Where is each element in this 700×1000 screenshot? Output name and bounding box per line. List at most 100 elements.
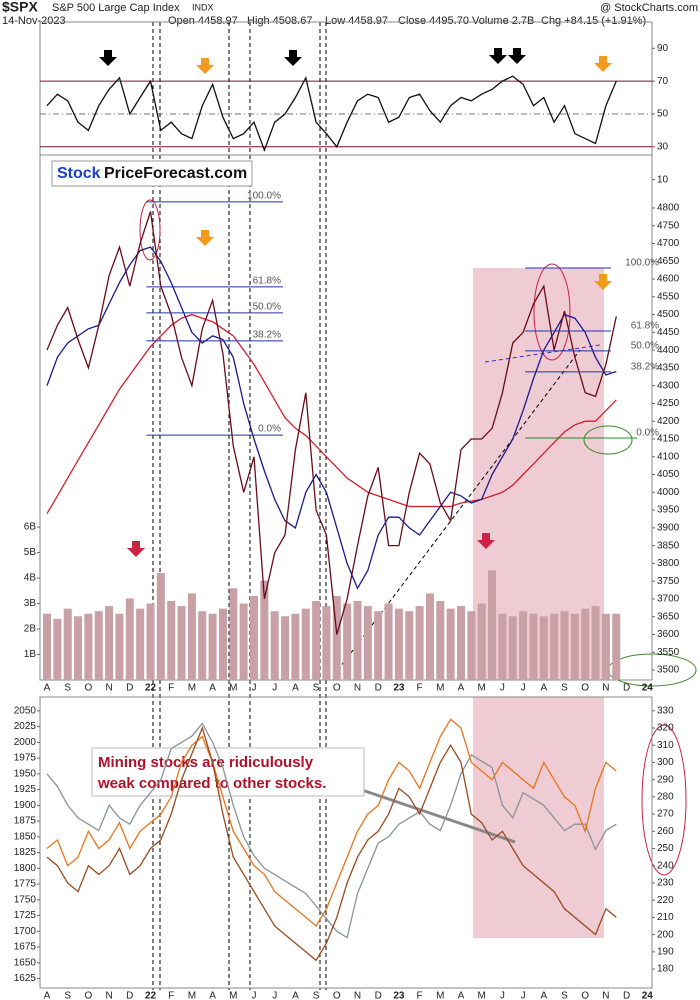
- arrow: [594, 274, 612, 290]
- volume-bar: [612, 613, 621, 680]
- volume-bar: [405, 611, 414, 680]
- x-tick-label: M: [478, 991, 486, 1000]
- highlight-ellipse: [533, 263, 571, 361]
- x-tick-label: A: [292, 683, 299, 694]
- volume-bar: [74, 616, 83, 680]
- tick-label: 4750: [657, 220, 680, 231]
- x-tick-label: F: [168, 991, 174, 1000]
- x-tick-label: J: [521, 991, 526, 1000]
- x-tick-label: D: [623, 991, 630, 1000]
- volume-bar: [94, 611, 103, 680]
- series-line: [46, 211, 617, 635]
- series-line: [46, 75, 617, 152]
- volume-bar: [125, 598, 134, 680]
- tick-label: 3650: [657, 611, 680, 622]
- volume-bar: [467, 611, 476, 680]
- x-tick-label: N: [354, 991, 361, 1000]
- volume-bar: [425, 593, 434, 680]
- panel-frame: [39, 696, 653, 989]
- x-tick-label: M: [229, 991, 237, 1000]
- volume-bar: [591, 606, 600, 680]
- tick-label: 200: [657, 929, 674, 940]
- x-tick-label: O: [333, 683, 341, 694]
- tick-label: 1875: [14, 816, 37, 827]
- arrows: [127, 533, 495, 557]
- x-tick-label: O: [581, 683, 589, 694]
- tick-label: 1800: [14, 863, 37, 874]
- arrows: [196, 56, 612, 290]
- volume-bar: [281, 616, 290, 680]
- x-tick-label: M: [229, 683, 237, 694]
- x-tick-label: F: [168, 683, 174, 694]
- volume-bar: [343, 603, 352, 680]
- volume-bar: [53, 618, 62, 680]
- tick-label: 260: [657, 826, 674, 837]
- tick-label: 1650: [14, 957, 37, 968]
- tick-label: 1700: [14, 926, 37, 937]
- x-tick-label: A: [458, 991, 465, 1000]
- x-tick-label: A: [292, 991, 299, 1000]
- annotation-text: Mining stocks are ridiculously: [98, 754, 314, 771]
- tick-label: 3900: [657, 523, 680, 534]
- volume-bar: [84, 613, 93, 680]
- tick-label: 220: [657, 895, 674, 906]
- volume-bar: [488, 570, 497, 680]
- volume-bar: [167, 600, 176, 680]
- fib-label: 38.2%: [631, 361, 659, 372]
- tick-label: 4550: [657, 291, 680, 302]
- volume-bar: [270, 611, 279, 680]
- tick-label: 3600: [657, 629, 680, 640]
- quote-low: Low 4458.97: [325, 15, 388, 27]
- index-name: S&P 500 Large Cap Index: [52, 2, 180, 14]
- date: 14-Nov-2023: [2, 15, 66, 27]
- quote-close: Close 4495.70: [398, 15, 469, 27]
- x-tick-label: J: [252, 991, 257, 1000]
- x-tick-label: S: [64, 991, 71, 1000]
- x-tick-label: F: [417, 683, 423, 694]
- tick-label: 3550: [657, 647, 680, 658]
- fib-label: 0.0%: [258, 424, 281, 435]
- x-tick-label: O: [581, 991, 589, 1000]
- arrows: [99, 48, 526, 66]
- x-tick-label: S: [313, 683, 320, 694]
- x-tick-label: S: [64, 683, 71, 694]
- x-tick-label: N: [354, 683, 361, 694]
- tick-label: 4B: [24, 573, 37, 584]
- x-tick-label: M: [188, 991, 196, 1000]
- tick-label: 2050: [14, 705, 37, 716]
- tick-label: 3750: [657, 576, 680, 587]
- volume-bar: [115, 613, 124, 680]
- x-tick-label: 22: [145, 683, 157, 694]
- volume-bar: [477, 603, 486, 680]
- volume-bar: [539, 616, 548, 680]
- tick-label: 1900: [14, 800, 37, 811]
- tick-label: 4500: [657, 309, 680, 320]
- volume-bar: [446, 608, 455, 680]
- x-tick-label: 23: [393, 683, 405, 694]
- volume-bar: [322, 606, 331, 680]
- x-tick-label: N: [105, 991, 112, 1000]
- highlight-ellipse: [139, 199, 161, 261]
- tick-label: 1775: [14, 879, 37, 890]
- fib-label: 100.0%: [247, 191, 281, 202]
- tick-label: 300: [657, 757, 674, 768]
- volume-bar: [560, 611, 569, 680]
- tick-label: 1950: [14, 768, 37, 779]
- volume-bar: [105, 606, 114, 680]
- tick-label: 1725: [14, 910, 37, 921]
- tick-label: 4400: [657, 345, 680, 356]
- tick-label: 4350: [657, 363, 680, 374]
- x-tick-label: M: [188, 683, 196, 694]
- tick-label: 3850: [657, 540, 680, 551]
- tick-label: 4450: [657, 327, 680, 338]
- arrow: [127, 541, 145, 557]
- tick-label: 3800: [657, 558, 680, 569]
- fib-label: 38.2%: [253, 330, 281, 341]
- quote-volume: Volume 2.7B: [472, 15, 534, 27]
- x-tick-label: J: [272, 683, 277, 694]
- quote-open: Open 4458.97: [168, 15, 238, 27]
- arrow: [477, 533, 495, 549]
- tick-label: 250: [657, 843, 674, 854]
- tick-label: 4000: [657, 487, 680, 498]
- volume-bar: [498, 613, 507, 680]
